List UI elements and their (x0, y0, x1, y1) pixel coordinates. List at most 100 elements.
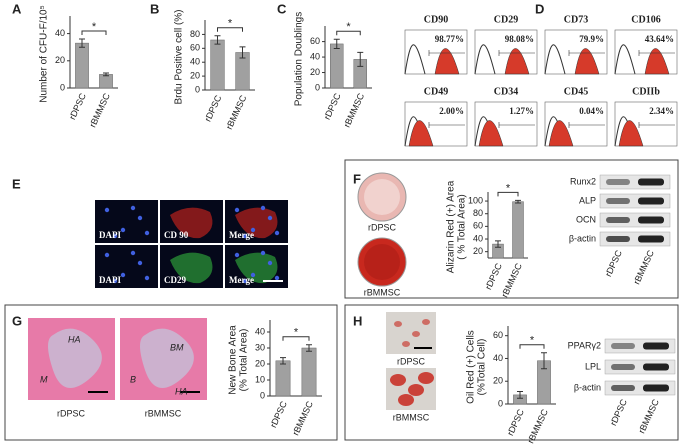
error-bar (239, 46, 246, 59)
y-tick-label: 80 (473, 208, 483, 218)
lipid (418, 372, 434, 384)
y-tick-label: 10 (255, 374, 265, 384)
error-bar (517, 390, 523, 399)
nucleus (260, 205, 266, 211)
nucleus (234, 252, 240, 258)
histology-mark: B (130, 374, 136, 384)
image-label: DAPI (99, 275, 121, 285)
gate (568, 50, 605, 56)
fluorescence-image (95, 245, 158, 288)
y-axis-label: Alizarin Red (+) Area (446, 180, 457, 273)
y-tick-label: 40 (55, 28, 65, 38)
isotype-curve (474, 44, 496, 75)
y-tick-label: 0 (315, 82, 320, 92)
panel-g-box (4, 304, 338, 441)
nucleus (267, 260, 273, 266)
marker-curve (548, 120, 574, 147)
histology-mark: HA (68, 334, 81, 344)
panel-label: E (12, 176, 21, 191)
nucleus (250, 227, 256, 233)
y-tick-label: 40 (493, 353, 503, 363)
percent-label: 0.04% (579, 106, 604, 116)
error-bar (103, 72, 109, 77)
marker-name: CD106 (631, 14, 660, 25)
bar (99, 74, 113, 89)
marker-curve (574, 48, 600, 75)
band (611, 364, 635, 370)
x-tick-label: rDPSC (203, 93, 224, 123)
marker-curve (478, 120, 504, 147)
scaffold (48, 328, 102, 388)
panel-label: F (353, 171, 361, 186)
x-tick-label: rBMMSC (87, 91, 112, 129)
band (638, 197, 664, 205)
y-tick-label: 60 (473, 221, 483, 231)
x-tick-label: rBMMSC (224, 93, 249, 131)
error-bar (306, 344, 312, 352)
panel-label: A (12, 1, 22, 16)
percent-label: 43.64% (645, 34, 674, 44)
band (638, 178, 664, 186)
x-tick-label: rBMMSC (290, 399, 315, 437)
nucleus (274, 275, 280, 281)
nucleus (120, 272, 126, 278)
nucleus (274, 230, 280, 236)
gate (428, 122, 465, 128)
significance-mark: * (228, 18, 233, 30)
band (643, 384, 669, 392)
x-tick-label: rDPSC (505, 407, 526, 437)
marker-curve (434, 48, 460, 75)
nucleus (130, 250, 136, 256)
error-bar (541, 352, 547, 370)
y-axis-label: (%Total Cell) (477, 339, 488, 396)
blot-label: Runx2 (570, 176, 596, 186)
panel-h-box (344, 304, 679, 441)
x-tick-label: rDPSC (483, 261, 504, 291)
blot-label: LPL (585, 361, 601, 371)
significance-bracket (282, 336, 310, 341)
marker-name: CD45 (564, 86, 588, 97)
y-axis-label: (% Total Area) (239, 329, 250, 392)
lipid (390, 374, 406, 386)
y-tick-label: 20 (190, 70, 200, 80)
image-label: Merge (229, 230, 254, 240)
y-axis-label: Number of CFU-F/10⁵ (39, 5, 50, 103)
lane-label: rDPSC (603, 248, 624, 278)
significance-bracket (497, 191, 519, 197)
nucleus (144, 230, 150, 236)
marker-curve (618, 120, 644, 147)
y-tick-label: 20 (310, 67, 320, 77)
y-tick-label: 40 (310, 51, 320, 61)
y-tick-label: 20 (255, 358, 265, 368)
gate (568, 122, 605, 128)
band (611, 343, 635, 349)
image-label: Merge (229, 275, 254, 285)
isotype-curve (404, 44, 426, 75)
significance-mark: * (92, 21, 97, 33)
error-bar (214, 35, 221, 45)
nucleus (112, 233, 118, 239)
histology-mark: M (40, 374, 48, 384)
nucleus (120, 227, 126, 233)
histology-mark: BM (170, 342, 184, 352)
y-tick-label: 20 (55, 55, 65, 65)
error-bar (495, 240, 501, 248)
band (606, 179, 630, 185)
nucleus (137, 260, 143, 266)
marker-curve (644, 48, 670, 75)
y-tick-label: 80 (190, 29, 200, 39)
marker-curve (408, 120, 434, 147)
significance-mark: * (530, 335, 535, 347)
panel-f-box (344, 159, 679, 299)
y-tick-label: 60 (310, 36, 320, 46)
significance-bracket (217, 27, 243, 32)
marker-curve (504, 48, 530, 75)
panel-label: C (277, 1, 287, 16)
scaffold (140, 328, 194, 388)
error-bar (280, 357, 286, 365)
isotype-curve (614, 44, 636, 75)
blot-label: β-actin (574, 382, 601, 392)
band (638, 235, 664, 243)
y-tick-label: 0 (498, 398, 503, 408)
